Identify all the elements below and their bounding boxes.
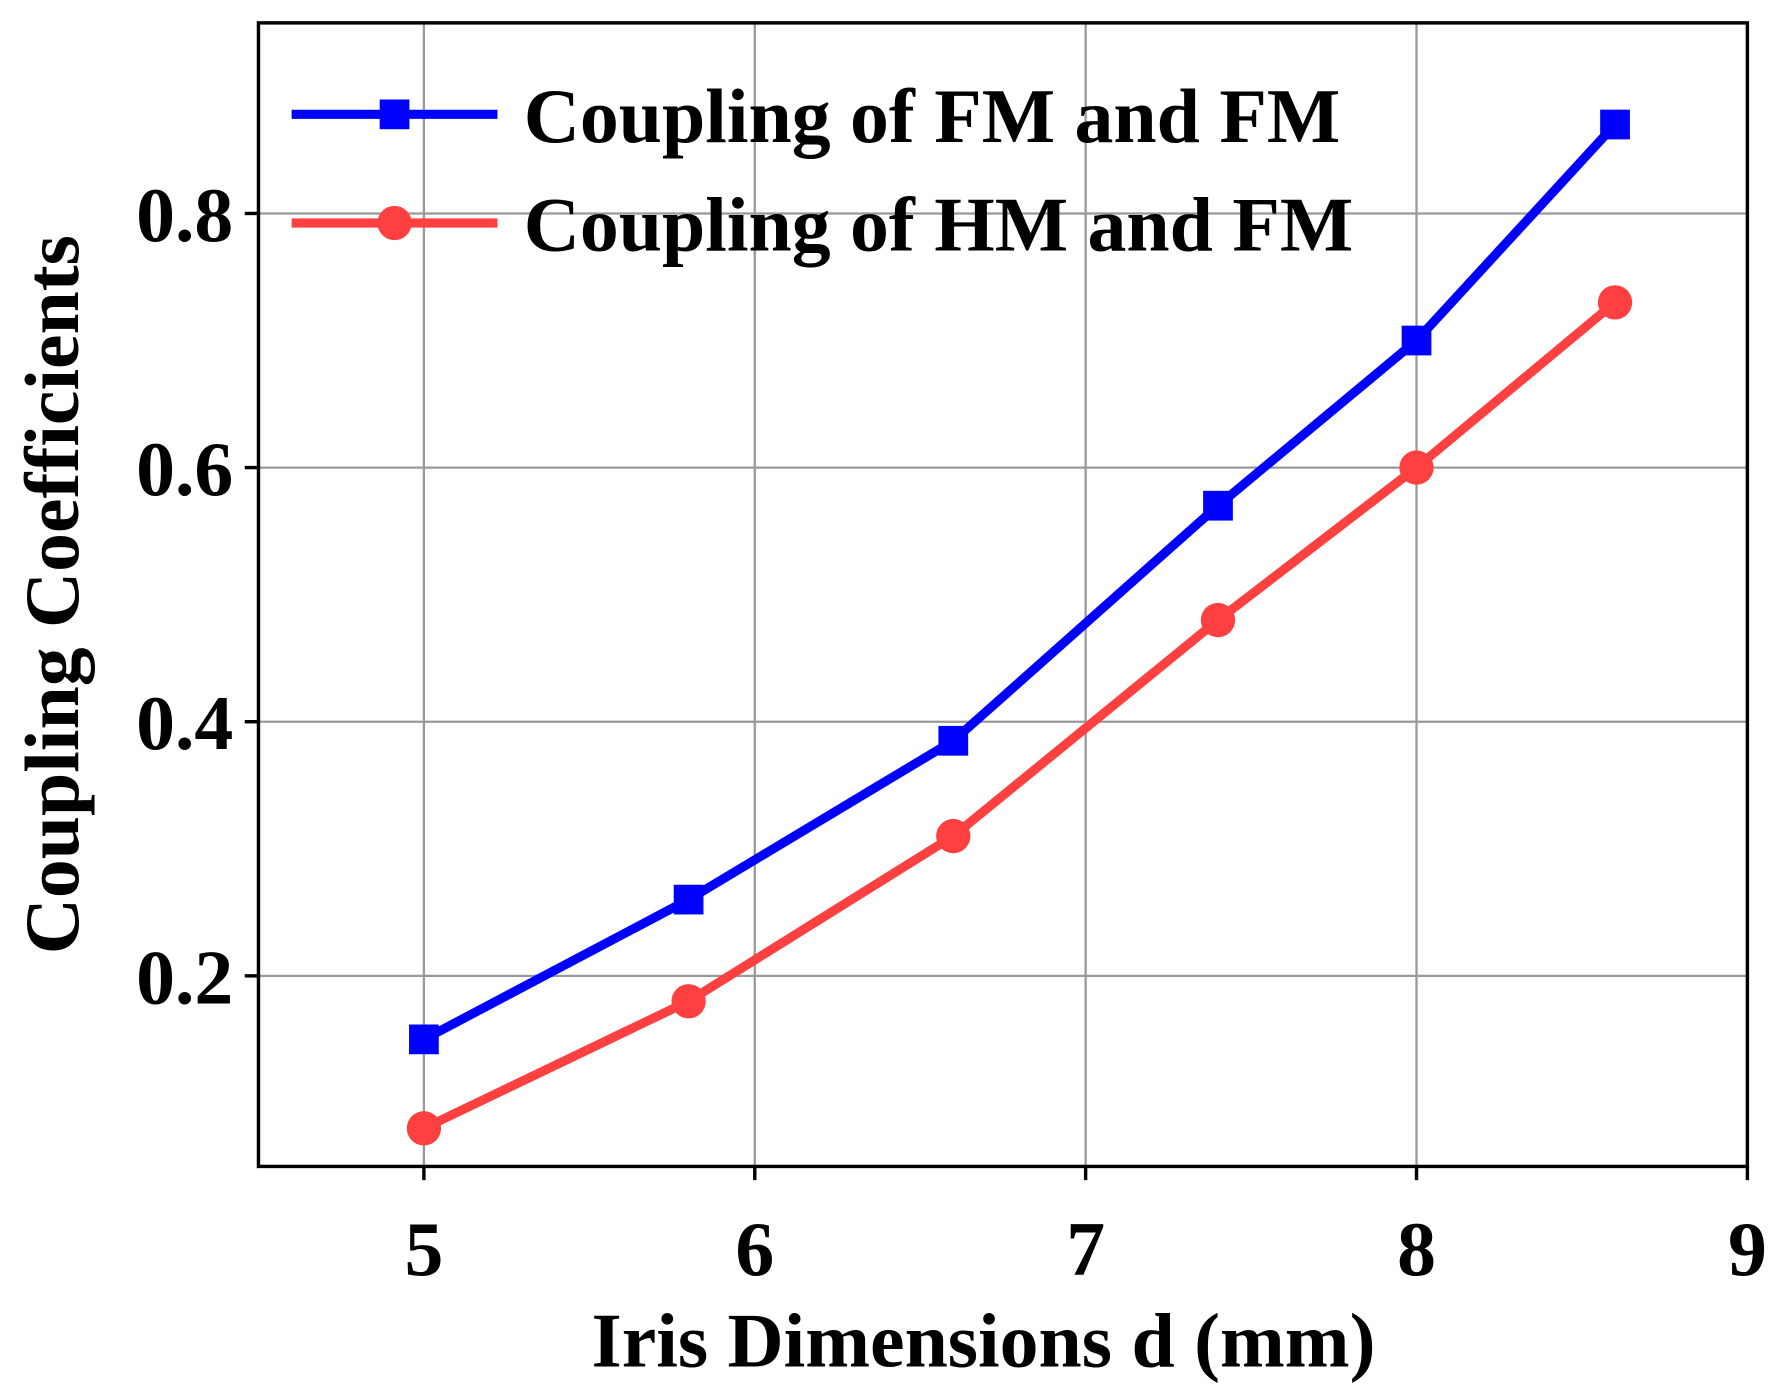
plot-frame: [256, 21, 1750, 1169]
marker: [1200, 602, 1236, 638]
marker: [938, 725, 969, 756]
marker: [1600, 109, 1630, 140]
legend-marker: [379, 99, 410, 130]
y-tick-label: 0.6: [136, 426, 233, 512]
legend-marker: [377, 205, 412, 241]
marker: [673, 884, 704, 915]
legend-label: Coupling of FM and FM: [524, 73, 1340, 159]
y-axis-label: Coupling Coefficients: [9, 235, 95, 954]
marker: [1597, 285, 1633, 320]
line: [421, 121, 1619, 1044]
y-tick-label: 0.8: [136, 172, 233, 258]
x-tick-label: 8: [1397, 1206, 1436, 1292]
x-axis-label: Iris Dimensions d (mm): [591, 1298, 1375, 1384]
line: [421, 298, 1618, 1133]
marker: [1203, 490, 1233, 521]
marker: [1401, 325, 1432, 356]
x-tick-label: 7: [1066, 1206, 1105, 1292]
marker: [671, 984, 706, 1019]
legend-label: Coupling of HM and FM: [524, 181, 1353, 267]
x-tick-label: 6: [735, 1206, 774, 1292]
y-tick-label: 0.4: [136, 680, 233, 766]
marker: [936, 818, 971, 854]
marker: [1399, 450, 1434, 485]
x-tick-label: 5: [404, 1206, 443, 1292]
x-tick-label: 9: [1728, 1206, 1767, 1292]
marker: [409, 1024, 439, 1055]
y-tick-label: 0.2: [136, 934, 233, 1020]
marker: [406, 1111, 442, 1146]
